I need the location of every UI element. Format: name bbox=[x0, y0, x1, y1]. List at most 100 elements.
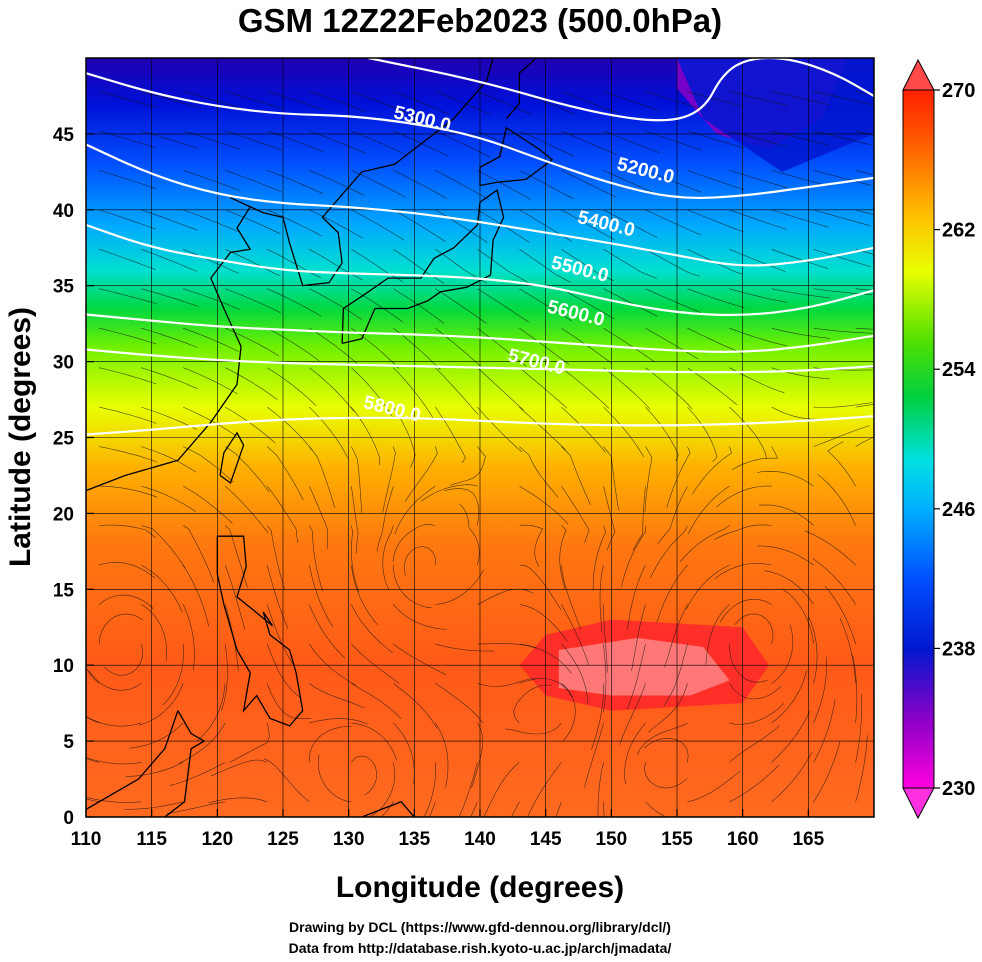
streamline-110 bbox=[309, 209, 364, 239]
streamline-259 bbox=[645, 327, 699, 360]
streamline-38 bbox=[124, 801, 184, 810]
streamline-18 bbox=[99, 91, 157, 108]
streamline-249 bbox=[624, 722, 646, 785]
streamline-346 bbox=[824, 586, 856, 644]
x-tick-140: 140 bbox=[464, 829, 496, 850]
streamline-207 bbox=[519, 130, 575, 157]
streamline-125 bbox=[351, 367, 393, 417]
streamline-27 bbox=[141, 485, 196, 512]
streamline-42 bbox=[162, 643, 184, 706]
streamline-58 bbox=[169, 762, 226, 786]
streamline-348 bbox=[804, 530, 856, 566]
streamline-122 bbox=[351, 486, 359, 554]
streamline-30 bbox=[141, 367, 198, 389]
streamline-78 bbox=[229, 722, 270, 763]
contour-5500.0 bbox=[86, 223, 874, 317]
y-tick-labels: 0 5 10 15 20 25 30 35 40 45 bbox=[53, 125, 94, 829]
streamline-162 bbox=[435, 406, 466, 464]
streamline-268 bbox=[636, 722, 688, 755]
streamline-289 bbox=[729, 643, 768, 683]
streamline-19 bbox=[86, 796, 142, 803]
streamline-313 bbox=[731, 446, 778, 471]
streamline-99 bbox=[309, 643, 356, 686]
streamline-227 bbox=[561, 91, 618, 114]
streamline-328 bbox=[764, 570, 814, 605]
credit-data: Data from http://database.rish.kyoto-u.a… bbox=[289, 940, 672, 956]
streamline-59 bbox=[178, 722, 226, 764]
streamline-152 bbox=[428, 801, 436, 817]
streamline-121 bbox=[351, 525, 360, 593]
streamline-5 bbox=[98, 594, 154, 610]
streamline-64 bbox=[224, 525, 248, 588]
streamline-192 bbox=[513, 684, 552, 724]
streamline-354 bbox=[855, 327, 874, 330]
streamline-326 bbox=[808, 616, 818, 684]
streamline-317 bbox=[771, 288, 831, 299]
streamline-4 bbox=[98, 613, 143, 644]
contour-5400.0 bbox=[86, 143, 874, 267]
streamline-109 bbox=[309, 249, 363, 281]
streamline-157 bbox=[435, 569, 484, 605]
colorbar-tick-238: 238 bbox=[942, 638, 975, 660]
streamline-34 bbox=[141, 209, 198, 231]
streamline-170 bbox=[435, 91, 491, 116]
x-tick-130: 130 bbox=[333, 829, 365, 850]
streamline-341 bbox=[813, 91, 872, 105]
streamline-137 bbox=[393, 643, 447, 675]
streamline-120 bbox=[351, 564, 378, 625]
streamline-76 bbox=[208, 797, 268, 803]
streamline-190 bbox=[510, 801, 520, 817]
streamline-29 bbox=[141, 406, 198, 430]
streamline-269 bbox=[648, 683, 688, 733]
streamline-298 bbox=[729, 288, 788, 303]
streamline-127 bbox=[351, 288, 403, 323]
streamline-91 bbox=[267, 209, 322, 237]
contour-5600.0 bbox=[86, 313, 874, 353]
contour-5300.0 bbox=[86, 72, 874, 200]
streamline-175 bbox=[477, 643, 537, 649]
streamline-223 bbox=[561, 249, 614, 282]
streamline-21 bbox=[86, 715, 142, 727]
streamline-304 bbox=[771, 752, 813, 803]
streamline-90 bbox=[267, 249, 322, 278]
streamline-204 bbox=[519, 249, 572, 283]
streamline-232 bbox=[603, 643, 607, 712]
streamline-281 bbox=[687, 209, 744, 233]
streamline-271 bbox=[664, 604, 688, 668]
streamline-176 bbox=[477, 588, 534, 605]
streamline-16 bbox=[99, 170, 157, 189]
streamline-264 bbox=[645, 130, 703, 151]
streamline-303 bbox=[729, 91, 788, 106]
streamline-82 bbox=[266, 564, 289, 629]
streamline-25 bbox=[141, 564, 183, 613]
streamline-61 bbox=[220, 643, 228, 712]
streamline-215 bbox=[561, 564, 581, 630]
streamline-46 bbox=[183, 485, 233, 524]
streamline-242 bbox=[603, 249, 657, 279]
streamline-340 bbox=[813, 130, 872, 146]
coastline-2 bbox=[479, 126, 554, 187]
streamline-2 bbox=[86, 716, 100, 724]
streamline-222 bbox=[561, 288, 615, 320]
streamline-24 bbox=[141, 604, 168, 662]
streamline-7 bbox=[99, 524, 156, 539]
streamline-213 bbox=[561, 643, 589, 704]
streamline-48 bbox=[183, 406, 237, 437]
streamline-146 bbox=[393, 288, 445, 324]
colorbar-upper-arrow bbox=[902, 58, 935, 91]
streamline-49 bbox=[183, 367, 238, 395]
streamline-279 bbox=[687, 288, 745, 308]
streamline-245 bbox=[603, 130, 660, 153]
streamline-277 bbox=[687, 367, 738, 406]
streamline-70 bbox=[225, 288, 281, 314]
y-tick-45: 45 bbox=[53, 125, 75, 146]
streamline-325 bbox=[813, 657, 827, 724]
streamline-299 bbox=[729, 249, 786, 272]
streamline-179 bbox=[421, 484, 478, 502]
streamline-10 bbox=[99, 406, 157, 424]
streamline-261 bbox=[645, 249, 700, 277]
streamline-56 bbox=[183, 91, 241, 109]
streamline-206 bbox=[519, 170, 574, 199]
streamline-47 bbox=[183, 446, 234, 483]
plot-area: 5200.05300.05400.05500.05600.05700.05800… bbox=[86, 58, 874, 817]
